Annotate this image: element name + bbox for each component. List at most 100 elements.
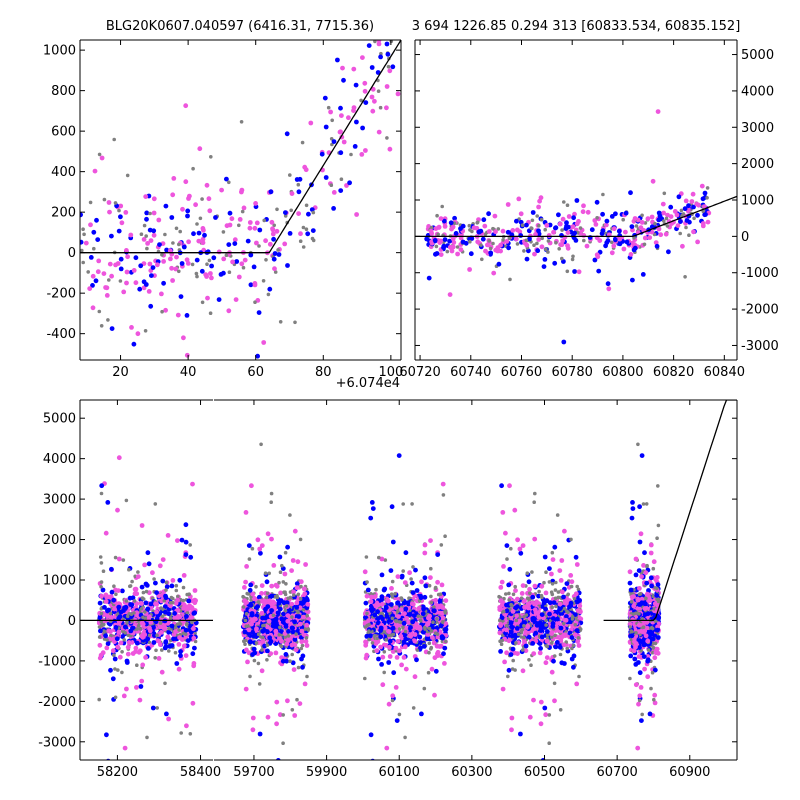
data-point-gray	[153, 656, 157, 660]
data-point-magenta	[638, 225, 644, 231]
data-point-magenta	[455, 251, 460, 257]
data-point-blue	[118, 609, 124, 615]
data-point-blue	[296, 189, 302, 195]
data-point-magenta	[498, 622, 503, 627]
data-point-magenta	[134, 685, 139, 690]
data-point-magenta	[379, 556, 385, 562]
data-point-magenta	[491, 270, 497, 276]
data-point-magenta	[289, 601, 295, 607]
data-point-magenta	[623, 229, 628, 235]
data-point-blue	[301, 596, 306, 602]
data-point-blue	[538, 646, 543, 651]
data-point-gray	[224, 253, 229, 257]
data-point-magenta	[442, 661, 447, 666]
data-point-magenta	[381, 642, 387, 648]
data-point-magenta	[656, 226, 662, 232]
data-point-magenta	[137, 697, 143, 703]
data-point-magenta	[204, 182, 210, 188]
data-point-gray	[436, 592, 441, 597]
mid-panel-title: 3 694 1226.85 0.294 313 [60833.534, 6083…	[412, 19, 741, 34]
data-point-gray	[475, 221, 480, 225]
data-point-gray	[293, 320, 297, 325]
data-point-magenta	[559, 558, 565, 563]
data-point-gray	[653, 221, 657, 226]
data-point-magenta	[532, 536, 538, 542]
data-point-gray	[101, 569, 106, 573]
data-point-gray	[554, 240, 558, 245]
data-point-blue	[504, 608, 510, 614]
data-point-magenta	[277, 712, 283, 718]
data-point-magenta	[274, 699, 280, 705]
data-point-magenta	[566, 214, 572, 219]
data-point-magenta	[292, 528, 298, 534]
data-point-blue	[507, 566, 513, 572]
data-point-blue	[177, 577, 183, 583]
data-point-magenta	[105, 384, 110, 389]
data-point-magenta	[273, 628, 279, 634]
data-point-blue	[572, 612, 578, 617]
data-point-magenta	[293, 647, 299, 653]
data-point-gray	[98, 555, 103, 559]
data-point-blue	[547, 600, 553, 606]
data-point-gray	[241, 265, 246, 270]
data-point-gray	[508, 277, 512, 282]
data-point-magenta	[96, 258, 102, 264]
y-tick-label: 4000	[741, 84, 774, 99]
data-point-magenta	[294, 585, 300, 591]
data-point-blue	[526, 248, 531, 254]
data-point-blue	[514, 218, 519, 224]
data-point-gray	[112, 137, 116, 142]
data-point-gray	[265, 658, 269, 662]
data-point-magenta	[103, 285, 108, 290]
data-point-blue	[390, 625, 396, 631]
data-point-gray	[278, 320, 283, 324]
data-point-magenta	[115, 644, 121, 650]
data-point-gray	[556, 595, 561, 600]
data-point-magenta	[409, 601, 415, 607]
data-point-gray	[82, 232, 86, 237]
data-point-blue	[390, 539, 396, 545]
y-tick-label: 3000	[741, 121, 774, 136]
data-point-gray	[403, 735, 407, 740]
data-point-gray	[390, 595, 395, 599]
data-point-gray	[305, 613, 310, 618]
data-point-magenta	[184, 604, 190, 610]
data-point-blue	[202, 477, 207, 482]
data-point-blue	[506, 582, 512, 588]
data-point-gray	[649, 686, 653, 691]
data-point-magenta	[428, 575, 433, 580]
data-point-blue	[564, 220, 569, 226]
data-point-gray	[532, 243, 536, 247]
data-point-magenta	[221, 256, 227, 262]
data-point-blue	[527, 236, 532, 242]
data-point-magenta	[282, 241, 288, 247]
data-point-magenta	[190, 700, 196, 706]
data-point-gray	[185, 611, 190, 615]
data-point-magenta	[552, 698, 557, 704]
data-point-magenta	[247, 220, 253, 225]
data-point-magenta	[422, 550, 428, 556]
data-point-magenta	[432, 692, 437, 698]
data-point-blue	[128, 628, 134, 634]
data-point-blue	[481, 217, 487, 223]
data-point-magenta	[273, 582, 279, 588]
data-point-gray	[378, 105, 383, 110]
data-point-magenta	[146, 614, 152, 620]
data-point-gray	[124, 599, 129, 603]
data-point-gray	[480, 257, 484, 262]
data-point-gray	[558, 652, 563, 657]
data-point-blue	[242, 629, 248, 635]
data-point-gray	[506, 674, 510, 679]
data-point-blue	[369, 65, 375, 70]
data-point-gray	[546, 239, 551, 243]
data-point-gray	[514, 641, 518, 645]
data-point-gray	[455, 245, 460, 249]
data-point-blue	[417, 634, 423, 640]
data-point-blue	[144, 583, 150, 588]
data-point-gray	[125, 614, 130, 619]
data-point-blue	[363, 600, 369, 606]
data-point-gray	[539, 217, 544, 222]
data-point-blue	[514, 626, 520, 631]
data-point-gray	[370, 641, 375, 645]
data-point-gray	[177, 628, 181, 632]
